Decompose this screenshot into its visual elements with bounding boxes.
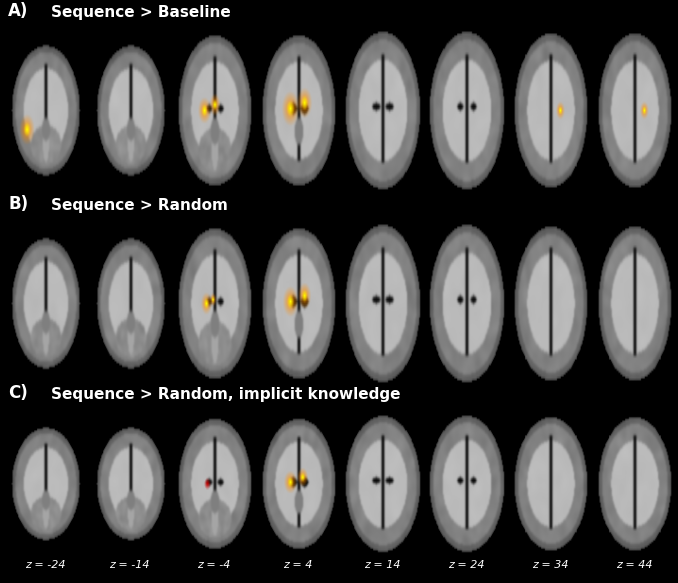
- Text: z = 4: z = 4: [283, 560, 313, 570]
- Text: z = -24: z = -24: [25, 560, 66, 570]
- Text: Sequence > Baseline: Sequence > Baseline: [51, 5, 231, 20]
- Text: Sequence > Random, implicit knowledge: Sequence > Random, implicit knowledge: [51, 387, 400, 402]
- Text: z = -4: z = -4: [197, 560, 231, 570]
- Text: Sequence > Random: Sequence > Random: [51, 198, 228, 213]
- Text: z = -14: z = -14: [109, 560, 150, 570]
- Text: z = 14: z = 14: [364, 560, 400, 570]
- Text: A): A): [8, 2, 28, 20]
- Text: C): C): [8, 384, 28, 402]
- Text: B): B): [8, 195, 28, 213]
- Text: z = 44: z = 44: [616, 560, 653, 570]
- Text: z = 24: z = 24: [448, 560, 485, 570]
- Text: z = 34: z = 34: [532, 560, 569, 570]
